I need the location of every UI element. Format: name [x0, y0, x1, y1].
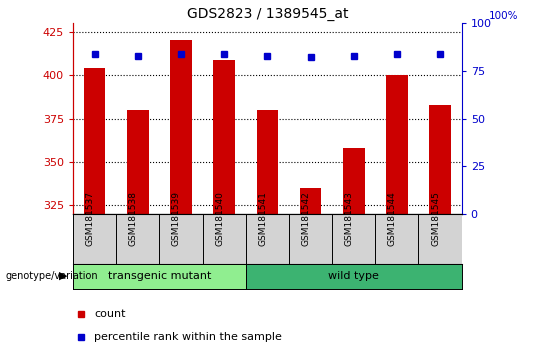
Text: GSM181541: GSM181541: [258, 191, 267, 246]
Bar: [213, 59, 235, 214]
Text: transgenic mutant: transgenic mutant: [107, 271, 211, 281]
Bar: [386, 75, 408, 214]
Text: GSM181545: GSM181545: [431, 191, 440, 246]
Text: GSM181542: GSM181542: [301, 191, 310, 246]
Text: GSM181540: GSM181540: [215, 191, 224, 246]
Bar: [127, 110, 148, 214]
Text: GSM181537: GSM181537: [85, 191, 94, 246]
Bar: [170, 40, 192, 214]
Text: percentile rank within the sample: percentile rank within the sample: [94, 332, 282, 342]
Bar: [256, 110, 278, 214]
Text: GSM181544: GSM181544: [388, 191, 397, 246]
Text: count: count: [94, 309, 126, 319]
Title: GDS2823 / 1389545_at: GDS2823 / 1389545_at: [186, 7, 348, 21]
Bar: [429, 105, 451, 214]
Bar: [300, 188, 321, 214]
Bar: [246, 264, 462, 289]
Text: ▶: ▶: [59, 271, 68, 281]
Text: 100%: 100%: [489, 11, 518, 21]
Text: wild type: wild type: [328, 271, 379, 281]
Text: GSM181539: GSM181539: [172, 191, 181, 246]
Text: genotype/variation: genotype/variation: [5, 271, 98, 281]
Bar: [73, 264, 246, 289]
Text: GSM181538: GSM181538: [129, 191, 138, 246]
Bar: [343, 148, 364, 214]
Bar: [84, 68, 105, 214]
Text: GSM181543: GSM181543: [345, 191, 354, 246]
